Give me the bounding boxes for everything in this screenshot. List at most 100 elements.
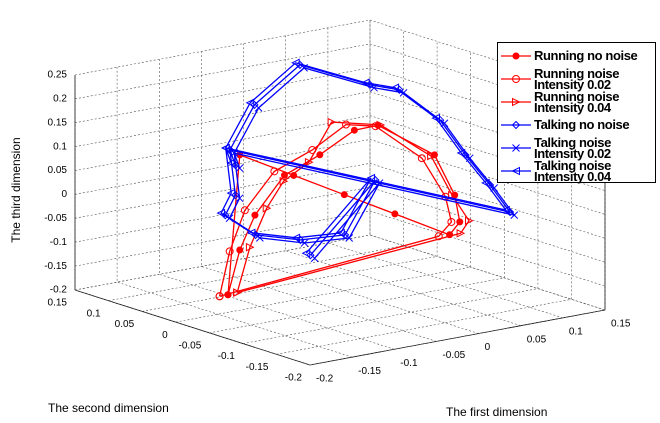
marker bbox=[226, 158, 236, 168]
grid-line bbox=[74, 139, 606, 215]
legend-label: Talking noise Intensity 0.02 bbox=[534, 134, 611, 161]
marker bbox=[270, 167, 279, 176]
marker bbox=[350, 126, 358, 134]
marker bbox=[391, 210, 399, 218]
marker bbox=[390, 83, 400, 93]
marker bbox=[340, 191, 348, 199]
x-tick-label: -0.1 bbox=[400, 358, 418, 369]
marker bbox=[226, 188, 236, 198]
marker bbox=[371, 122, 380, 131]
z-tick-label: -0.05 bbox=[44, 213, 67, 224]
marker bbox=[304, 157, 314, 167]
marker bbox=[301, 248, 311, 258]
marker bbox=[456, 148, 466, 158]
y-tick-label: -0.2 bbox=[285, 373, 303, 384]
marker bbox=[250, 100, 259, 110]
z-tick-label: 0 bbox=[61, 189, 67, 200]
marker bbox=[296, 235, 305, 245]
grid-line bbox=[74, 186, 606, 263]
y-tick-label: 0.1 bbox=[87, 308, 101, 319]
x-axis-label: The first dimension bbox=[446, 405, 548, 419]
x-tick-label: 0.15 bbox=[611, 319, 631, 330]
marker bbox=[431, 113, 440, 123]
z-tick-label: 0.15 bbox=[48, 117, 68, 128]
grid-line bbox=[74, 234, 606, 311]
marker bbox=[233, 288, 242, 297]
marker bbox=[371, 175, 380, 185]
marker bbox=[447, 217, 456, 226]
marker bbox=[511, 166, 520, 175]
marker bbox=[327, 117, 337, 127]
marker bbox=[505, 207, 515, 217]
marker bbox=[245, 242, 255, 252]
series-line bbox=[220, 62, 508, 254]
marker bbox=[236, 246, 244, 254]
marker bbox=[254, 104, 263, 112]
grid-line bbox=[74, 210, 606, 287]
y-tick-label: -0.1 bbox=[218, 351, 236, 362]
legend-entry: Running noise Intensity 0.04 bbox=[500, 88, 653, 115]
marker bbox=[291, 58, 300, 68]
z-tick-label: 0.2 bbox=[53, 94, 67, 105]
z-tick-label: -0.1 bbox=[50, 237, 68, 248]
marker bbox=[235, 194, 244, 203]
marker bbox=[512, 97, 521, 106]
y-axis-label: The second dimension bbox=[48, 401, 169, 415]
marker bbox=[481, 178, 490, 188]
marker bbox=[221, 143, 230, 153]
legend-symbol bbox=[501, 120, 531, 129]
marker bbox=[501, 205, 510, 215]
legend-label: Talking no noise bbox=[534, 117, 630, 132]
marker bbox=[456, 228, 466, 238]
series-line bbox=[236, 121, 470, 294]
x-tick-label: -0.15 bbox=[358, 366, 381, 377]
marker bbox=[510, 211, 519, 219]
x-tick-label: -0.05 bbox=[442, 350, 465, 361]
grid-line bbox=[276, 84, 572, 355]
marker bbox=[316, 151, 324, 159]
z-tick-label: -0.2 bbox=[50, 285, 68, 296]
legend-symbol bbox=[501, 74, 531, 83]
marker bbox=[342, 120, 350, 129]
marker bbox=[375, 179, 384, 187]
grid-line bbox=[309, 95, 606, 366]
legend-entry: Running no noise bbox=[500, 44, 653, 67]
y-tick-label: 0 bbox=[162, 330, 168, 341]
legend-label: Running noise Intensity 0.04 bbox=[534, 88, 620, 115]
marker bbox=[231, 190, 240, 200]
marker bbox=[336, 228, 345, 238]
marker bbox=[225, 247, 234, 256]
legend-symbol bbox=[501, 166, 531, 175]
x-tick-label: 0.1 bbox=[569, 326, 583, 337]
marker bbox=[240, 206, 249, 215]
x-tick-label: 0 bbox=[485, 342, 491, 353]
x-tick-label: 0.05 bbox=[527, 334, 547, 345]
z-tick-label: 0.05 bbox=[48, 165, 68, 176]
marker bbox=[262, 203, 272, 213]
y-tick-label: -0.15 bbox=[246, 362, 269, 373]
y-tick-label: 0.15 bbox=[48, 298, 68, 309]
grid-line bbox=[74, 75, 311, 366]
marker bbox=[448, 190, 457, 200]
marker bbox=[310, 254, 319, 263]
marker bbox=[360, 78, 370, 88]
legend-label: Talking noise Intensity 0.04 bbox=[534, 157, 611, 184]
marker bbox=[280, 171, 288, 179]
marker bbox=[216, 208, 226, 218]
legend-symbol bbox=[501, 143, 531, 152]
marker bbox=[376, 120, 386, 130]
axis-edge bbox=[309, 309, 606, 366]
z-tick-label: 0.25 bbox=[48, 70, 68, 81]
marker bbox=[246, 228, 256, 238]
marker bbox=[512, 143, 520, 152]
marker bbox=[512, 52, 520, 59]
x-tick-label: -0.2 bbox=[316, 374, 334, 385]
legend-label: Running noise Intensity 0.02 bbox=[534, 65, 620, 92]
marker bbox=[417, 154, 426, 163]
marker bbox=[370, 83, 378, 92]
legend-symbol bbox=[501, 52, 531, 59]
marker bbox=[235, 164, 244, 172]
legend: Running no noise Running noise Intensity … bbox=[497, 42, 656, 183]
marker bbox=[306, 250, 315, 260]
marker bbox=[251, 211, 259, 219]
